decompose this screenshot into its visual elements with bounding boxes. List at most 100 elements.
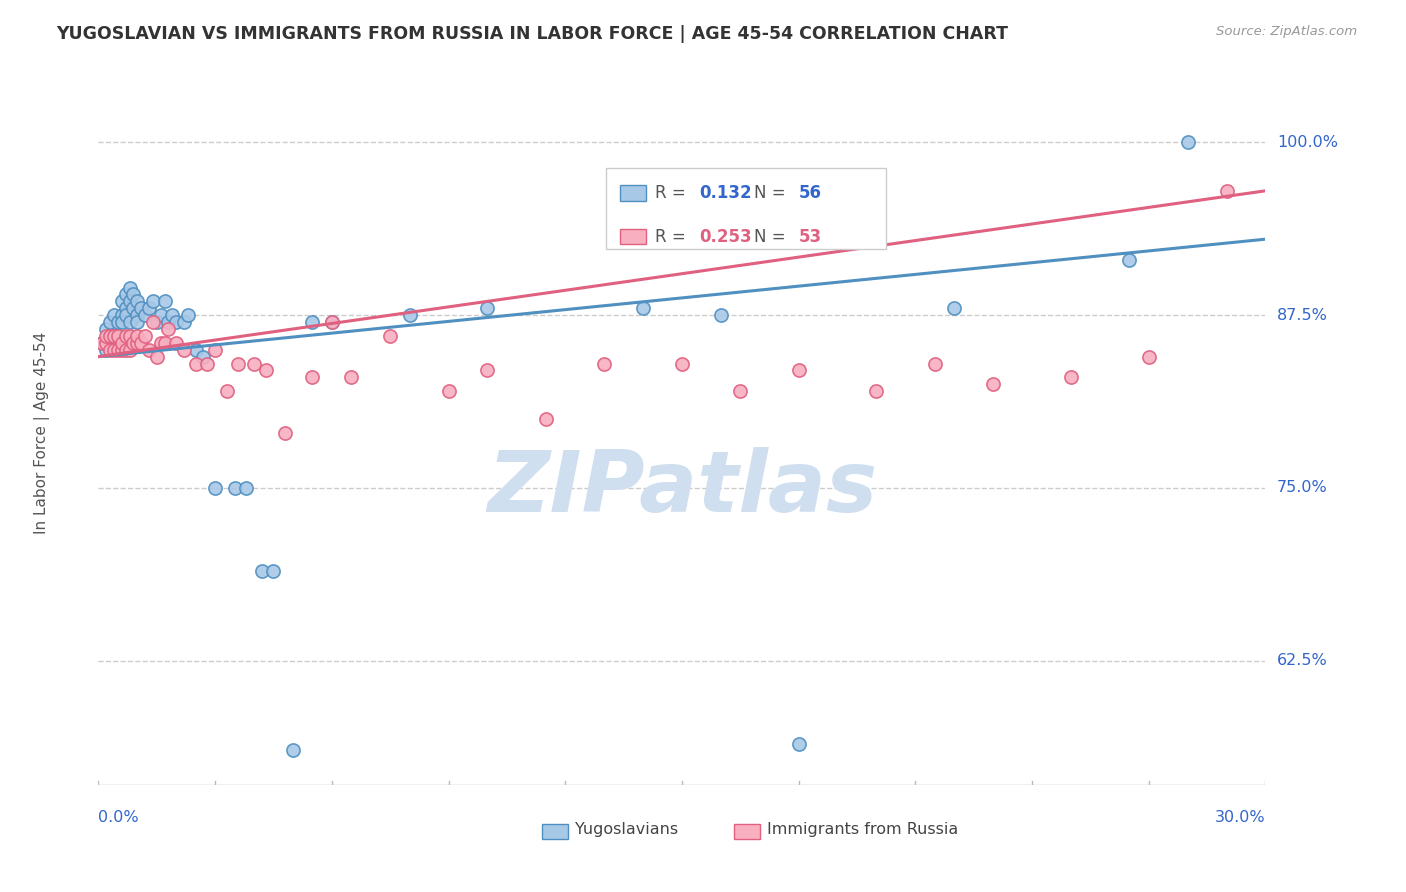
Point bbox=[146, 350, 169, 364]
Point bbox=[118, 294, 141, 309]
Point bbox=[127, 335, 149, 350]
Point bbox=[398, 308, 420, 322]
Point bbox=[593, 357, 616, 371]
Point bbox=[173, 315, 195, 329]
Point bbox=[111, 315, 134, 329]
Text: Immigrants from Russia: Immigrants from Russia bbox=[768, 822, 959, 837]
Point bbox=[301, 315, 323, 329]
Point bbox=[262, 564, 284, 578]
Point bbox=[96, 329, 118, 343]
Point bbox=[321, 315, 343, 329]
Point bbox=[96, 343, 118, 357]
Point bbox=[274, 425, 297, 440]
Point bbox=[103, 335, 125, 350]
Point bbox=[173, 343, 195, 357]
Point bbox=[91, 335, 114, 350]
Point bbox=[195, 357, 218, 371]
Point bbox=[111, 308, 134, 322]
Point bbox=[380, 329, 402, 343]
Text: 30.0%: 30.0% bbox=[1215, 810, 1265, 825]
Point bbox=[477, 363, 499, 377]
Point bbox=[127, 308, 149, 322]
Point bbox=[107, 335, 129, 350]
Point bbox=[193, 350, 215, 364]
Point bbox=[96, 335, 118, 350]
Point bbox=[204, 343, 226, 357]
Point bbox=[129, 335, 152, 350]
Text: Source: ZipAtlas.com: Source: ZipAtlas.com bbox=[1216, 25, 1357, 38]
Point bbox=[235, 481, 257, 495]
Point bbox=[787, 363, 810, 377]
Point bbox=[165, 335, 187, 350]
Point bbox=[122, 287, 145, 301]
Point bbox=[204, 481, 226, 495]
Point bbox=[122, 335, 145, 350]
Text: YUGOSLAVIAN VS IMMIGRANTS FROM RUSSIA IN LABOR FORCE | AGE 45-54 CORRELATION CHA: YUGOSLAVIAN VS IMMIGRANTS FROM RUSSIA IN… bbox=[56, 25, 1008, 43]
Point bbox=[228, 357, 250, 371]
Point bbox=[118, 280, 141, 294]
Text: ZIPatlas: ZIPatlas bbox=[486, 448, 877, 531]
Point bbox=[177, 308, 200, 322]
Point bbox=[631, 301, 654, 316]
Text: 75.0%: 75.0% bbox=[1277, 481, 1327, 495]
Point bbox=[107, 315, 129, 329]
Point bbox=[149, 335, 172, 350]
Point bbox=[114, 301, 136, 316]
Text: 56: 56 bbox=[799, 184, 821, 202]
Point bbox=[98, 343, 121, 357]
Point bbox=[107, 329, 129, 343]
Point bbox=[118, 315, 141, 329]
Bar bbox=[541, 823, 568, 839]
Point bbox=[114, 287, 136, 301]
Point bbox=[184, 357, 207, 371]
Point bbox=[111, 343, 134, 357]
Text: N =: N = bbox=[754, 227, 792, 245]
Point bbox=[98, 335, 121, 350]
Point bbox=[127, 315, 149, 329]
Text: R =: R = bbox=[655, 184, 692, 202]
Point bbox=[127, 294, 149, 309]
Point bbox=[107, 343, 129, 357]
Point bbox=[103, 343, 125, 357]
Point bbox=[981, 377, 1004, 392]
Point bbox=[142, 294, 165, 309]
Point bbox=[111, 335, 134, 350]
Point bbox=[103, 308, 125, 322]
Point bbox=[250, 564, 273, 578]
Point bbox=[1118, 252, 1140, 267]
Point bbox=[98, 315, 121, 329]
Point bbox=[787, 737, 810, 751]
Text: R =: R = bbox=[655, 227, 692, 245]
Point bbox=[301, 370, 323, 384]
Point bbox=[162, 308, 184, 322]
Point bbox=[281, 743, 304, 757]
Point bbox=[1060, 370, 1083, 384]
Point bbox=[671, 357, 693, 371]
Point bbox=[98, 329, 121, 343]
Point bbox=[943, 301, 966, 316]
Point bbox=[730, 384, 752, 399]
Point bbox=[114, 329, 136, 343]
Point bbox=[122, 301, 145, 316]
Bar bbox=[620, 186, 645, 201]
Point bbox=[142, 315, 165, 329]
Text: 0.253: 0.253 bbox=[699, 227, 752, 245]
Point bbox=[215, 384, 238, 399]
Point bbox=[243, 357, 266, 371]
Text: 53: 53 bbox=[799, 227, 821, 245]
Point bbox=[534, 412, 557, 426]
FancyBboxPatch shape bbox=[606, 169, 886, 250]
Point bbox=[477, 301, 499, 316]
Point bbox=[340, 370, 363, 384]
Point bbox=[134, 308, 156, 322]
Text: 87.5%: 87.5% bbox=[1277, 308, 1327, 323]
Point bbox=[127, 329, 149, 343]
Point bbox=[107, 329, 129, 343]
Bar bbox=[734, 823, 761, 839]
Point bbox=[165, 315, 187, 329]
Point bbox=[98, 329, 121, 343]
Point bbox=[157, 322, 180, 336]
Point bbox=[1177, 136, 1199, 150]
Point bbox=[114, 308, 136, 322]
Point bbox=[138, 343, 160, 357]
